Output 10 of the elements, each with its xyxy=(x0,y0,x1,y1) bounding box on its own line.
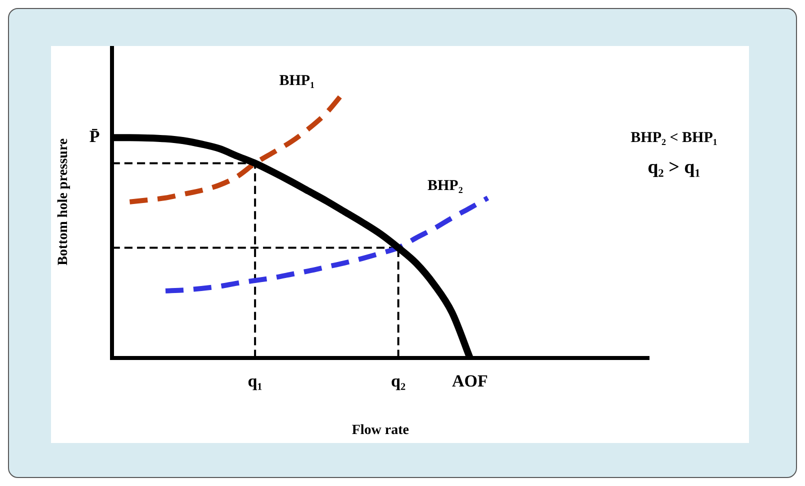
x-axis-title: Flow rate xyxy=(352,423,409,438)
x-tick-label: q₁ xyxy=(248,371,262,390)
annotation: BHP₂ < BHP₁ xyxy=(630,130,718,146)
x-tick-label: AOF xyxy=(452,371,488,390)
series-label: BHP₁ xyxy=(279,73,315,90)
series-label: BHP₂ xyxy=(427,178,464,194)
text: P̄ xyxy=(89,127,100,146)
y-axis-title: Bottom hole pressure xyxy=(56,138,72,266)
annotation: q₂ > q₁ xyxy=(648,156,700,178)
x-tick-label: q₂ xyxy=(391,371,406,390)
